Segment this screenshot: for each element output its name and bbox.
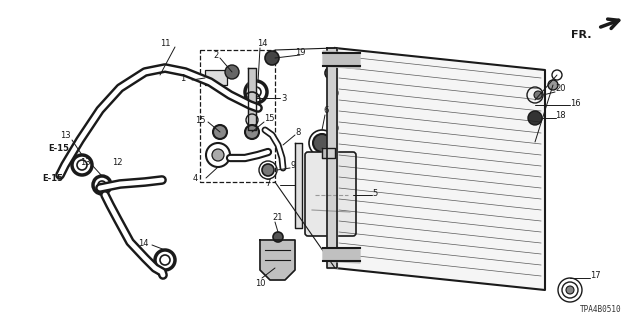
Text: 16: 16 (570, 99, 580, 108)
Polygon shape (260, 240, 295, 280)
Text: 9: 9 (290, 161, 295, 170)
Polygon shape (322, 148, 335, 158)
Circle shape (528, 111, 542, 125)
Polygon shape (327, 48, 337, 268)
Bar (205, 70, 227, 85)
Circle shape (245, 125, 259, 139)
Text: FR.: FR. (572, 30, 592, 40)
Text: TPA4B0510: TPA4B0510 (580, 305, 622, 314)
Text: 6: 6 (323, 106, 328, 115)
Circle shape (273, 232, 283, 242)
Polygon shape (295, 143, 302, 228)
Circle shape (212, 149, 224, 161)
Polygon shape (323, 248, 360, 263)
Polygon shape (335, 48, 545, 290)
Circle shape (548, 80, 558, 90)
Bar (200, 50, 275, 182)
Text: 14: 14 (138, 238, 148, 247)
Circle shape (325, 248, 337, 260)
FancyBboxPatch shape (305, 152, 356, 236)
Circle shape (213, 125, 227, 139)
Circle shape (265, 51, 279, 65)
Text: E-15: E-15 (48, 143, 69, 153)
Text: 5: 5 (372, 188, 377, 197)
Text: 12: 12 (112, 157, 122, 166)
Circle shape (313, 134, 331, 152)
Text: 19: 19 (295, 47, 305, 57)
Text: 11: 11 (160, 38, 170, 47)
Text: 4: 4 (193, 173, 198, 182)
Text: 15: 15 (195, 116, 205, 124)
Text: 13: 13 (80, 157, 91, 166)
Text: 8: 8 (295, 127, 300, 137)
Text: 14: 14 (257, 38, 268, 47)
Text: 7: 7 (265, 179, 270, 188)
Text: 13: 13 (60, 131, 70, 140)
Text: 15: 15 (264, 114, 275, 123)
Text: 10: 10 (255, 278, 266, 287)
Text: 21: 21 (272, 212, 282, 221)
Circle shape (566, 286, 574, 294)
Circle shape (262, 164, 274, 176)
Text: 2: 2 (213, 51, 218, 60)
Circle shape (225, 65, 239, 79)
Text: 17: 17 (590, 270, 600, 279)
Text: 1: 1 (180, 74, 185, 83)
Polygon shape (323, 51, 360, 69)
Text: 3: 3 (281, 93, 286, 102)
Text: E-15: E-15 (42, 173, 63, 182)
Polygon shape (248, 68, 256, 130)
Circle shape (325, 67, 337, 79)
Circle shape (534, 91, 542, 99)
Text: 20: 20 (555, 84, 566, 92)
Text: 18: 18 (555, 110, 566, 119)
